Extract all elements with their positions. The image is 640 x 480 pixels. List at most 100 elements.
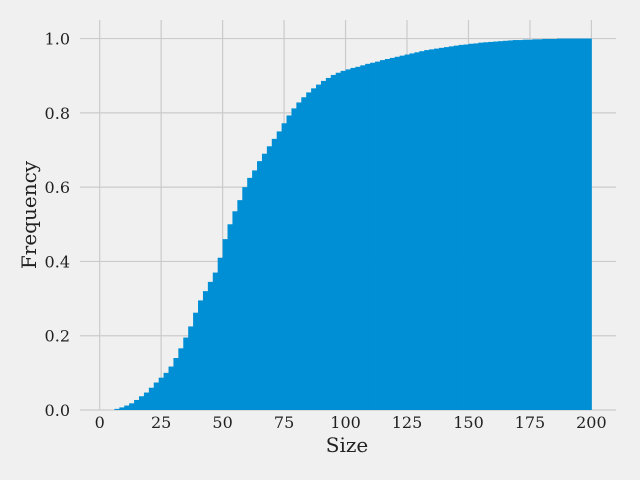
histogram-bar	[517, 40, 523, 411]
histogram-bar	[468, 43, 474, 411]
histogram-bar	[438, 47, 445, 410]
histogram-bar	[148, 387, 155, 410]
bars	[114, 38, 592, 411]
histogram-bar	[448, 46, 455, 410]
histogram-bar	[394, 56, 401, 411]
histogram-bar	[424, 50, 430, 410]
histogram-bar	[532, 39, 538, 411]
histogram-bar	[586, 38, 592, 410]
histogram-bar	[158, 377, 164, 410]
histogram-bar	[143, 392, 150, 410]
histogram-bar	[202, 291, 209, 410]
y-tick-label: 0.8	[45, 104, 70, 123]
histogram-bar	[237, 200, 243, 410]
histogram-bar	[178, 348, 184, 410]
histogram-bar	[350, 67, 356, 411]
histogram-bar	[443, 47, 450, 410]
histogram-bar	[414, 52, 420, 411]
histogram-bar	[370, 62, 376, 410]
x-tick-label: 25	[151, 413, 171, 432]
histogram-bar	[247, 177, 253, 410]
histogram-bar	[301, 97, 307, 410]
x-tick-label: 100	[330, 413, 361, 432]
histogram-bar	[129, 403, 135, 410]
histogram-bar	[188, 326, 194, 410]
histogram-bar	[453, 45, 460, 410]
histogram-bar	[384, 59, 391, 410]
histogram-bar	[207, 281, 214, 410]
x-tick-label: 75	[274, 413, 294, 432]
x-tick-label: 175	[515, 413, 546, 432]
histogram-bar	[183, 337, 189, 410]
histogram-bar	[119, 407, 125, 410]
histogram-bar	[296, 102, 302, 410]
y-tick-label: 0.0	[45, 401, 70, 420]
histogram-bar	[198, 300, 204, 410]
histogram-bar	[173, 358, 179, 410]
histogram-bar	[168, 366, 174, 410]
histogram-bar	[261, 153, 268, 410]
histogram-bar	[139, 396, 145, 410]
histogram-bar	[330, 74, 337, 410]
histogram-bar	[365, 63, 371, 410]
histogram-bar	[375, 61, 381, 410]
histogram-bar	[345, 69, 351, 411]
histogram-bar	[458, 44, 464, 411]
histogram-bar	[124, 405, 130, 410]
histogram-bar	[399, 55, 405, 411]
histogram-bar	[552, 38, 558, 410]
histogram-bar	[566, 38, 573, 410]
x-axis-label: Size	[326, 433, 368, 457]
histogram-bar	[320, 80, 327, 411]
histogram-bar	[217, 257, 224, 410]
histogram-bar	[193, 312, 199, 410]
histogram-bar	[360, 65, 366, 411]
histogram-bar	[316, 84, 322, 410]
histogram-bar	[271, 138, 278, 410]
histogram-bar	[134, 399, 140, 410]
histogram-bar	[266, 146, 273, 411]
histogram-bar	[222, 239, 228, 410]
histogram-bar	[306, 92, 312, 410]
histogram-bar	[335, 72, 342, 410]
histogram-bar	[473, 43, 479, 411]
histogram-bar	[556, 38, 563, 410]
histogram-bar	[488, 41, 494, 411]
histogram-bar	[561, 38, 568, 410]
histogram-bar	[483, 42, 489, 411]
y-tick-label: 0.4	[45, 252, 70, 271]
tick-labels: 0 25 50 75 100 125 150 175 200 0.0 0.2 0.4 0.6 0.8 1.0	[45, 30, 607, 432]
histogram-bar	[291, 108, 297, 411]
histogram-bar	[581, 38, 587, 410]
histogram-bar	[340, 70, 346, 410]
histogram-bar	[325, 77, 332, 410]
x-tick-label: 125	[392, 413, 423, 432]
histogram-bar	[547, 38, 553, 410]
histogram-bar	[429, 49, 435, 410]
y-tick-label: 1.0	[45, 30, 70, 49]
histogram-bar	[463, 44, 469, 411]
histogram-bar	[212, 272, 219, 410]
y-tick-label: 0.2	[45, 327, 70, 346]
histogram-bar	[281, 123, 287, 410]
histogram-bar	[409, 53, 415, 411]
histogram-bar	[379, 60, 386, 410]
histogram-bar	[497, 41, 504, 411]
histogram-bar	[507, 40, 514, 411]
histogram-bar	[286, 115, 292, 410]
y-tick-label: 0.6	[45, 178, 70, 197]
histogram-bar	[153, 382, 160, 410]
histogram-bar	[257, 161, 263, 410]
histogram-bar	[311, 88, 317, 410]
histogram-bar	[478, 42, 484, 411]
x-tick-label: 50	[212, 413, 232, 432]
x-tick-label: 200	[576, 413, 607, 432]
histogram-bar	[163, 372, 169, 410]
histogram-bar	[114, 408, 120, 410]
histogram-bar	[512, 40, 519, 411]
x-tick-label: 0	[95, 413, 105, 432]
x-tick-label: 150	[453, 413, 484, 432]
histogram-bar	[434, 48, 440, 410]
histogram-bar	[389, 57, 396, 411]
